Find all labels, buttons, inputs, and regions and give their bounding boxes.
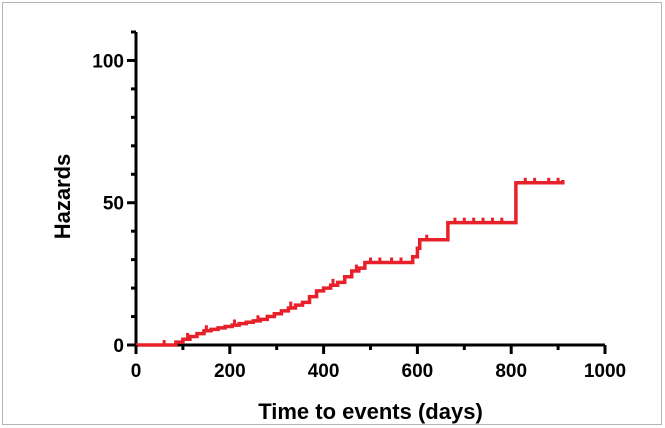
y-tick-label: 0 <box>113 336 124 357</box>
x-axis-title: Time to events (days) <box>258 399 483 424</box>
x-tick-label: 1000 <box>584 361 626 382</box>
x-tick-label: 200 <box>214 361 246 382</box>
y-tick-label: 50 <box>103 194 124 215</box>
x-tick-label: 600 <box>402 361 434 382</box>
y-tick-label: 100 <box>92 51 124 72</box>
hazard-step-line <box>136 179 565 347</box>
x-tick-label: 0 <box>131 361 142 382</box>
y-axis-title: Hazards <box>50 154 75 240</box>
x-tick-label: 800 <box>495 361 527 382</box>
axes <box>134 32 605 347</box>
series-group <box>136 177 565 347</box>
x-tick-label: 400 <box>308 361 340 382</box>
